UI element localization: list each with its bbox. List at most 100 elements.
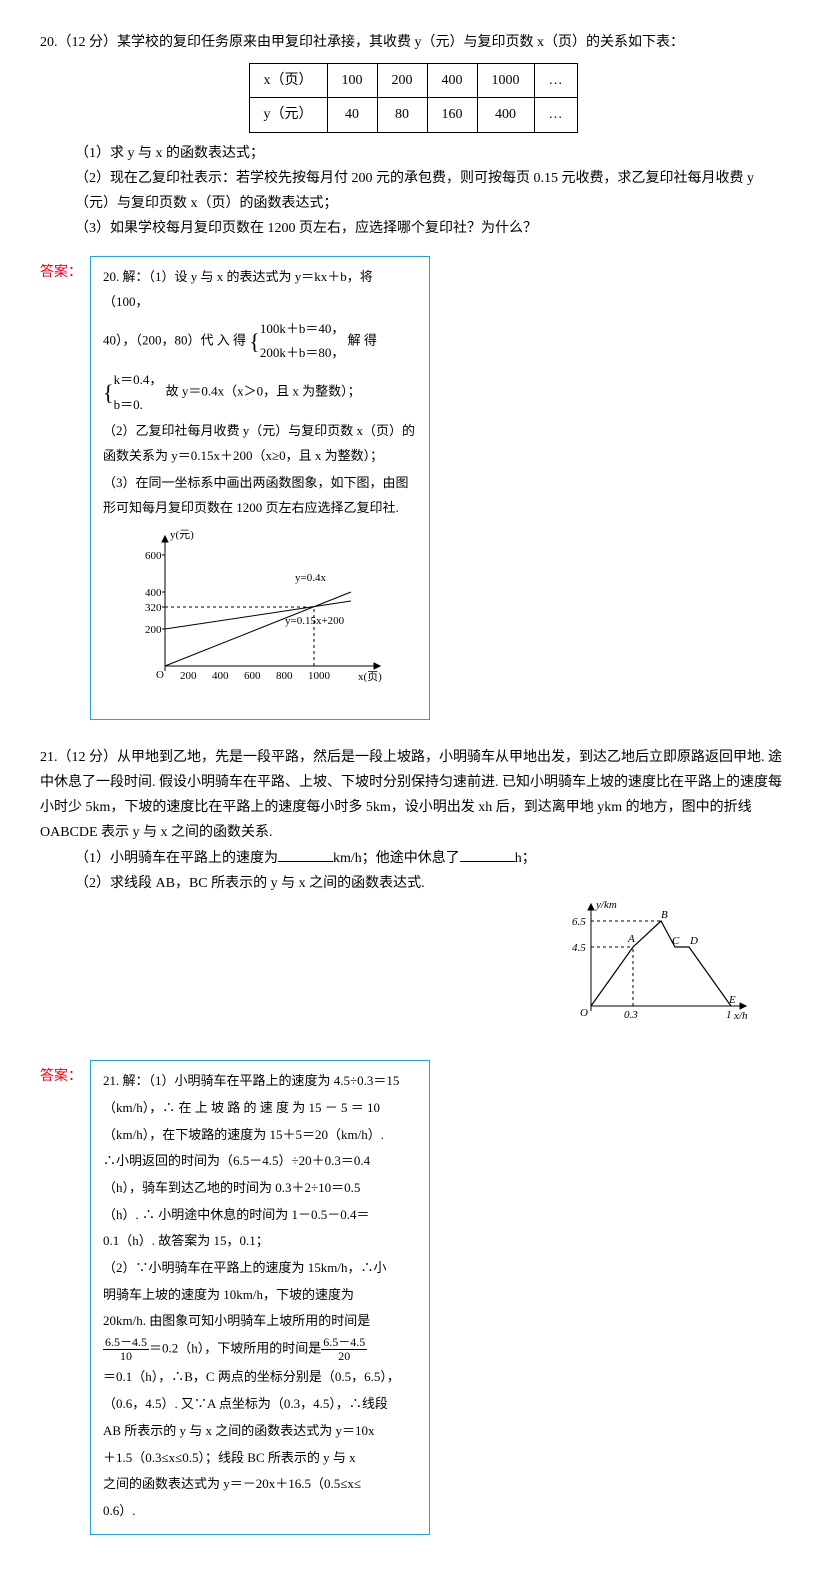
ans-line: （2）∵小明骑车在平路上的速度为 15km/h，∴小 [103,1256,417,1281]
cell: 160 [427,98,477,132]
line-label: y=0.4x [295,572,326,584]
num: 6.5－4.5 [103,1336,149,1350]
q20-table: x（页） 100 200 400 1000 … y（元） 40 80 160 4… [249,63,578,132]
svg-text:O: O [156,669,164,681]
cell: y（元） [249,98,327,132]
q21-part2: （2）求线段 AB，BC 所表示的 y 与 x 之间的函数表达式. [40,871,786,896]
q21-answer-box: 21. 解：（1）小明骑车在平路上的速度为 4.5÷0.3＝15 （km/h），… [90,1060,430,1534]
den: 10 [103,1350,149,1363]
text: h； [515,851,536,866]
ans-line: 之间的函数表达式为 y＝－20x＋16.5（0.5≤x≤ [103,1472,417,1497]
num: 6.5－4.5 [321,1336,367,1350]
svg-text:0.3: 0.3 [624,1009,638,1021]
q21-stem-text: 从甲地到乙地，先是一段平路，然后是一段上坡路，小明骑车从甲地出发，到达乙地后立即… [40,750,782,841]
ans-line: AB 所表示的 y 与 x 之间的函数表达式为 y＝10x [103,1419,417,1444]
ylabel: y/km [595,899,617,911]
blank [278,847,333,862]
svg-text:400: 400 [145,587,162,599]
text: 故 y＝0.4x（x＞0，且 x 为整数）； [166,384,361,399]
q21-number: 21. [40,750,58,765]
xlabel: x/h [733,1010,748,1022]
text: 40），（200，80）代 入 得 [103,332,246,347]
text: ＝0.2（h），下坡所用的时间是 [149,1341,321,1356]
ans-line: ∴小明返回的时间为（6.5－4.5）÷20＋0.3＝0.4 [103,1149,417,1174]
svg-text:A: A [627,933,635,945]
line-label: y=0.15x+200 [285,615,345,627]
svg-text:600: 600 [145,550,162,562]
q20-part1: （1）求 y 与 x 的函数表达式； [40,141,786,166]
svg-text:200: 200 [180,670,197,682]
ans-line: （km/h），在下坡路的速度为 15＋5＝20（km/h）. [103,1123,417,1148]
cell: 400 [427,64,477,98]
q20-part3: （3）如果学校每月复印页数在 1200 页左右，应选择哪个复印社？为什么？ [40,216,786,241]
cell: 200 [377,64,427,98]
ans-line: 21. 解：（1）小明骑车在平路上的速度为 4.5÷0.3＝15 [103,1069,417,1094]
xlabel: x(页) [358,671,382,683]
ans-line: 0.1（h）. 故答案为 15，0.1； [103,1229,417,1254]
q20-stem: 20.（12 分）某学校的复印任务原来由甲复印社承接，其收费 y（元）与复印页数… [40,30,786,55]
text: km/h；他途中休息了 [333,851,460,866]
chart-svg: y/km x/h O 6.5 4.5 0.3 1 A B C D E [566,896,756,1026]
q21-stem: 21.（12 分）从甲地到乙地，先是一段平路，然后是一段上坡路，小明骑车从甲地出… [40,745,786,846]
answer-label: 答案： [40,256,82,285]
q21-answer-row: 答案： 21. 解：（1）小明骑车在平路上的速度为 4.5÷0.3＝15 （km… [40,1060,786,1534]
cell: 400 [477,98,534,132]
brace-sol: k＝0.4，b＝0. [114,368,163,417]
svg-text:C: C [672,935,680,947]
ans-line: 明骑车上坡的速度为 10km/h，下坡的速度为 [103,1283,417,1308]
cell: 100 [327,64,377,98]
ans-line: {k＝0.4，b＝0. 故 y＝0.4x（x＞0，且 x 为整数）； [103,368,417,417]
svg-text:6.5: 6.5 [572,916,586,928]
cell: 40 [327,98,377,132]
cell: 1000 [477,64,534,98]
answer-label: 答案： [40,1060,82,1089]
ans-line: 0.6）. [103,1499,417,1524]
ans-line: 40），（200，80）代 入 得 {100k＋b＝40，200k＋b＝80， … [103,317,417,366]
text: （1）小明骑车在平路上的速度为 [75,851,278,866]
eq: 100k＋b＝40， [260,321,345,336]
q20-stem-text: 某学校的复印任务原来由甲复印社承接，其收费 y（元）与复印页数 x（页）的关系如… [117,35,684,50]
fraction: 6.5－4.510 [103,1336,149,1363]
ans-line: （2）乙复印社每月收费 y（元）与复印页数 x（页）的函数关系为 y＝0.15x… [103,419,417,468]
question-20: 20.（12 分）某学校的复印任务原来由甲复印社承接，其收费 y（元）与复印页数… [40,30,786,241]
q20-part2: （2）现在乙复印社表示：若学校先按每月付 200 元的承包费，则可按每页 0.1… [40,166,786,216]
q20-chart: y(元) x(页) O 200 320 400 600 200 400 600 … [103,526,417,705]
svg-text:320: 320 [145,602,162,614]
ans-line: （3）在同一坐标系中画出两函数图象，如下图，由图形可知每月复印页数在 1200 … [103,471,417,520]
blank [460,847,515,862]
question-21: 21.（12 分）从甲地到乙地，先是一段平路，然后是一段上坡路，小明骑车从甲地出… [40,745,786,1045]
ans-line: （0.6，4.5）. 又∵A 点坐标为（0.3，4.5），∴线段 [103,1392,417,1417]
svg-text:O: O [580,1007,588,1019]
svg-text:1000: 1000 [308,670,331,682]
q20-number: 20. [40,35,58,50]
ans-line: （h），骑车到达乙地的时间为 0.3＋2÷10＝0.5 [103,1176,417,1201]
ans-line: 20. 解：（1）设 y 与 x 的表达式为 y＝kx＋b，将（100， [103,265,417,314]
svg-text:E: E [728,994,736,1006]
q21-part1: （1）小明骑车在平路上的速度为 km/h；他途中休息了 h； [40,846,786,871]
ans-line: 20km/h. 由图象可知小明骑车上坡所用的时间是 [103,1309,417,1334]
svg-text:1: 1 [726,1009,732,1021]
table-row: y（元） 40 80 160 400 … [249,98,577,132]
svg-text:600: 600 [244,670,261,682]
svg-text:400: 400 [212,670,229,682]
eq: 200k＋b＝80， [260,345,345,360]
eq: b＝0. [114,397,143,412]
ans-line: （km/h），∴ 在 上 坡 路 的 速 度 为 15 － 5 ＝ 10 [103,1096,417,1121]
q21-points: （12 分） [58,750,118,765]
svg-text:4.5: 4.5 [572,942,586,954]
svg-text:800: 800 [276,670,293,682]
ans-line: 6.5－4.510＝0.2（h），下坡所用的时间是6.5－4.520 [103,1336,417,1363]
q21-chart: y/km x/h O 6.5 4.5 0.3 1 A B C D E [566,896,756,1035]
q20-answer-row: 答案： 20. 解：（1）设 y 与 x 的表达式为 y＝kx＋b，将（100，… [40,256,786,720]
brace-icon: { [249,328,260,353]
cell: 80 [377,98,427,132]
cell: … [534,64,577,98]
cell: … [534,98,577,132]
ans-line: ＝0.1（h），∴B，C 两点的坐标分别是（0.5，6.5）， [103,1365,417,1390]
fraction: 6.5－4.520 [321,1336,367,1363]
den: 20 [321,1350,367,1363]
svg-text:D: D [689,935,698,947]
svg-text:B: B [661,909,668,921]
q20-answer-box: 20. 解：（1）设 y 与 x 的表达式为 y＝kx＋b，将（100， 40）… [90,256,430,720]
ylabel: y(元) [170,529,194,541]
